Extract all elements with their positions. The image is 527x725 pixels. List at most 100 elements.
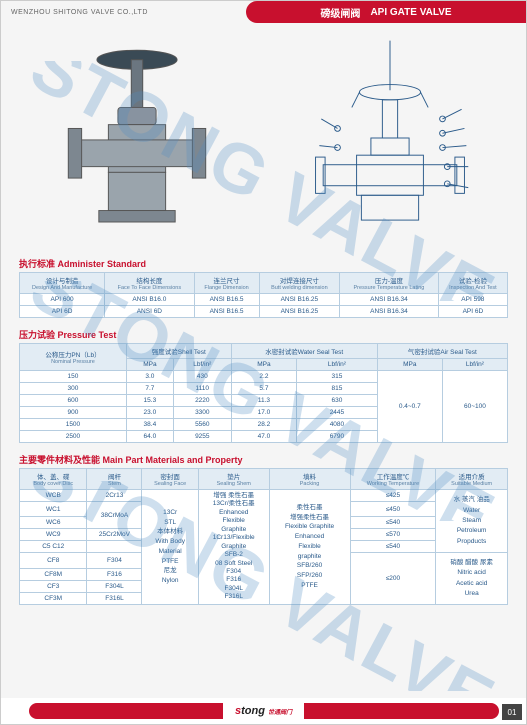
- table-cell: 0.4~0.7: [377, 371, 442, 443]
- table-cell: 柔性石墨增强柔性石墨Flexible GraphiteEnhancedFlexi…: [269, 490, 350, 605]
- table-cell: WC9: [20, 529, 87, 541]
- table-cell: 9255: [173, 431, 231, 443]
- table-cell: WC6: [20, 517, 87, 529]
- table-header: 工作温度℃Working Temperature: [350, 469, 436, 490]
- table-header: 体、盖、碟Body cover Disc: [20, 469, 87, 490]
- table-cell: 28.2: [231, 419, 296, 431]
- table-cell: ≤540: [350, 517, 436, 529]
- table-cell: 17.0: [231, 407, 296, 419]
- section2-title: 压力试验 Pressure Test: [1, 324, 526, 343]
- table-cell: 2445: [297, 407, 378, 419]
- table-cell: 900: [20, 407, 127, 419]
- table-cell: 2500: [20, 431, 127, 443]
- table-cell: WC1: [20, 502, 87, 517]
- table-header: Lbf/in²: [173, 359, 231, 371]
- table-cell: 38CrMoA: [87, 502, 142, 529]
- table-cell: 13CrSTL本体材料With BodyMaterialPTFE尼龙Nylon: [142, 490, 198, 605]
- table-cell: 3.0: [126, 371, 173, 383]
- product-diagram: [274, 33, 507, 243]
- table-cell: 4080: [297, 419, 378, 431]
- table-cell: 2220: [173, 395, 231, 407]
- table-cell: ≤570: [350, 529, 436, 541]
- table-cell: 630: [297, 395, 378, 407]
- table-cell: 硝酸 醋酸 尿素Nitric acidAcetic acidUrea: [436, 553, 508, 604]
- table-header: 公称压力PN（Lb）Nominal Pressure: [20, 344, 127, 371]
- table-header: 强度试验Shell Test: [126, 344, 231, 359]
- footer-logo: stong 世通阀门: [223, 703, 304, 719]
- table-cell: 5560: [173, 419, 231, 431]
- table-cell: C5 C12: [20, 541, 87, 553]
- table-cell: 47.0: [231, 431, 296, 443]
- table-header: 垫片Sealing Shem: [198, 469, 269, 490]
- table-cell: ≤540: [350, 541, 436, 553]
- table-cell: 2.2: [231, 371, 296, 383]
- table-header: 适用介质Suitable Medium: [436, 469, 508, 490]
- table-cell: 38.4: [126, 419, 173, 431]
- table-cell: F304L: [87, 580, 142, 592]
- table-cell: 25Cr2MoV: [87, 529, 142, 541]
- table-cell: 600: [20, 395, 127, 407]
- table-cell: API 6D: [20, 306, 105, 318]
- table-cell: ANSI B16.5: [194, 294, 259, 306]
- table-cell: ≤425: [350, 490, 436, 502]
- table-cell: 6790: [297, 431, 378, 443]
- table-cell: ≤450: [350, 502, 436, 517]
- table-header: 连兰尺寸Flange Dimension: [194, 273, 259, 294]
- table-pressure-test: 公称压力PN（Lb）Nominal Pressure强度试验Shell Test…: [19, 343, 508, 443]
- table-cell: 11.3: [231, 395, 296, 407]
- table-cell: ANSI B16.0: [105, 294, 194, 306]
- table-cell: CF8: [20, 553, 87, 568]
- table-cell: 23.0: [126, 407, 173, 419]
- table-cell: 水 蒸汽 油品WaterSteamPetroleumPropducts: [436, 490, 508, 553]
- table-cell: 430: [173, 371, 231, 383]
- table-header: 密封面Sealing Face: [142, 469, 198, 490]
- table-cell: ANSI B16.34: [340, 294, 439, 306]
- product-images: [1, 23, 526, 253]
- table-cell: F316L: [87, 592, 142, 604]
- table-header: MPa: [126, 359, 173, 371]
- table-cell: 3300: [173, 407, 231, 419]
- table-cell: F316: [87, 568, 142, 580]
- table-header: MPa: [377, 359, 442, 371]
- table-header: MPa: [231, 359, 296, 371]
- table-cell: 60~100: [442, 371, 507, 443]
- table-cell: 1500: [20, 419, 127, 431]
- table-materials: 体、盖、碟Body cover Disc阀杆Stem密封面Sealing Fac…: [19, 468, 508, 605]
- table-administer-standard: 设计与制造Design And Manufacture结构长度Face To F…: [19, 272, 508, 318]
- table-cell: 815: [297, 383, 378, 395]
- table-cell: API 598: [438, 294, 507, 306]
- header-banner: 磅级闸阀 API GATE VALVE: [246, 1, 526, 23]
- table-cell: ≤200: [350, 553, 436, 604]
- table-header: 水密封试验Water Seal Test: [231, 344, 377, 359]
- table-cell: 315: [297, 371, 378, 383]
- header-cn: 磅级闸阀: [320, 5, 360, 20]
- table-cell: CF3: [20, 580, 87, 592]
- table-cell: F304: [87, 553, 142, 568]
- table-cell: 150: [20, 371, 127, 383]
- page-footer: stong 世通阀门 01: [1, 698, 526, 724]
- table-cell: 5.7: [231, 383, 296, 395]
- table-cell: ANSI B16.25: [259, 294, 340, 306]
- table-header: 对焊连接尺寸Butt welding dimension: [259, 273, 340, 294]
- table-cell: 64.0: [126, 431, 173, 443]
- table-cell: 300: [20, 383, 127, 395]
- table-cell: ANSI 6D: [105, 306, 194, 318]
- table-cell: 15.3: [126, 395, 173, 407]
- table-header: 填料Packing: [269, 469, 350, 490]
- table-cell: ANSI B16.5: [194, 306, 259, 318]
- table-cell: ANSI B16.34: [340, 306, 439, 318]
- table-header: 压力-温度Pressure Temperature Lating: [340, 273, 439, 294]
- product-photo: [21, 33, 254, 243]
- section1-title: 执行标准 Administer Standard: [1, 253, 526, 272]
- table-cell: API 600: [20, 294, 105, 306]
- table-header: 试验-检验Inspection And Test: [438, 273, 507, 294]
- table-header: 结构长度Face To Face Dimensions: [105, 273, 194, 294]
- table-cell: ANSI B16.25: [259, 306, 340, 318]
- page-number: 01: [502, 704, 522, 720]
- section3-title: 主要零件材料及性能 Main Part Materials and Proper…: [1, 449, 526, 468]
- table-cell: API 6D: [438, 306, 507, 318]
- table-cell: CF8M: [20, 568, 87, 580]
- table-cell: WCB: [20, 490, 87, 502]
- table-cell: 增强 柔性石墨13Cr/柔性石墨EnhancedFlexibleGraphite…: [198, 490, 269, 605]
- table-header: 阀杆Stem: [87, 469, 142, 490]
